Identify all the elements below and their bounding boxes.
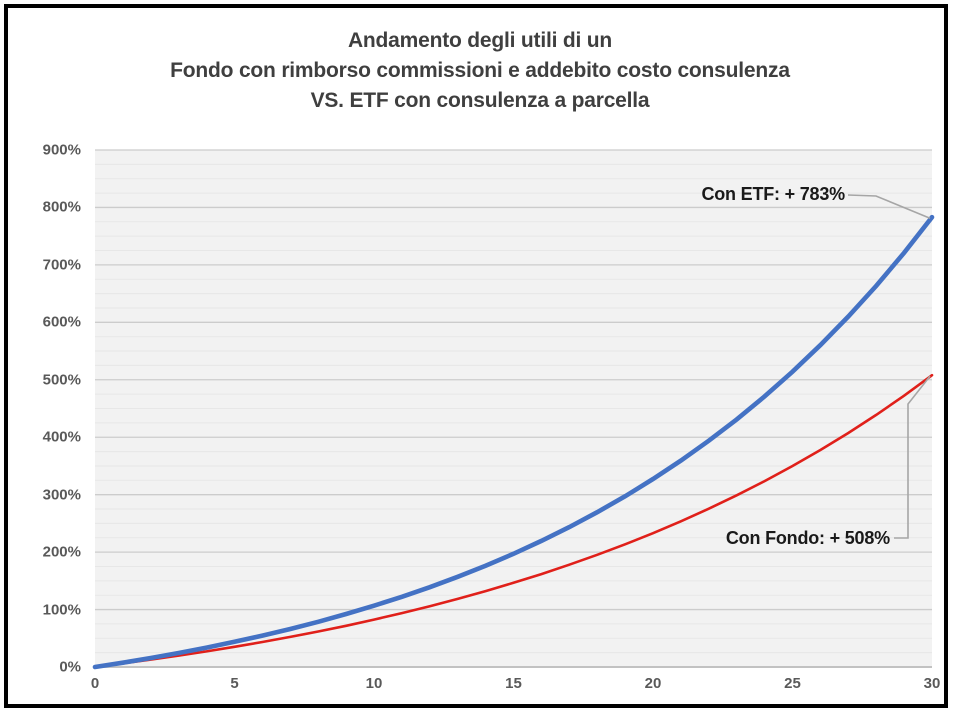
y-tick-label: 200%: [42, 543, 81, 561]
y-tick-label: 800%: [42, 198, 81, 216]
y-tick-label: 500%: [42, 371, 81, 389]
y-tick-label: 100%: [42, 601, 81, 619]
chart-title-line-2: Fondo con rimborso commissioni e addebit…: [170, 59, 790, 82]
y-tick-label: 300%: [42, 486, 81, 504]
leader-line-etf: [847, 194, 931, 219]
annotation-con-etf: Con ETF: + 783%: [701, 184, 845, 204]
chart-title: Andamento degli utili di un Fondo con ri…: [0, 26, 960, 116]
etf-line: [92, 214, 935, 670]
y-tick-label: 600%: [42, 313, 81, 331]
annotation-con-fondo: Con Fondo: + 508%: [725, 528, 890, 548]
fondo-line: [93, 373, 934, 669]
x-tick-label: 20: [644, 675, 662, 692]
y-tick-label: 900%: [42, 141, 81, 159]
leader-line-fondo: [894, 375, 931, 539]
x-tick-label: 10: [365, 675, 383, 692]
x-tick-label: 15: [505, 675, 522, 692]
chart-title-line-3: VS. ETF con consulenza a parcella: [310, 89, 650, 112]
y-tick-label: 700%: [42, 256, 81, 274]
y-tick-label: 0%: [59, 658, 81, 676]
y-tick-label: 400%: [42, 428, 81, 446]
chart-title-line-1: Andamento degli utili di un: [347, 29, 613, 52]
x-tick-label: 5: [230, 675, 239, 692]
x-tick-label: 30: [923, 675, 941, 692]
x-tick-label: 0: [90, 675, 100, 692]
x-tick-label: 25: [784, 675, 801, 692]
